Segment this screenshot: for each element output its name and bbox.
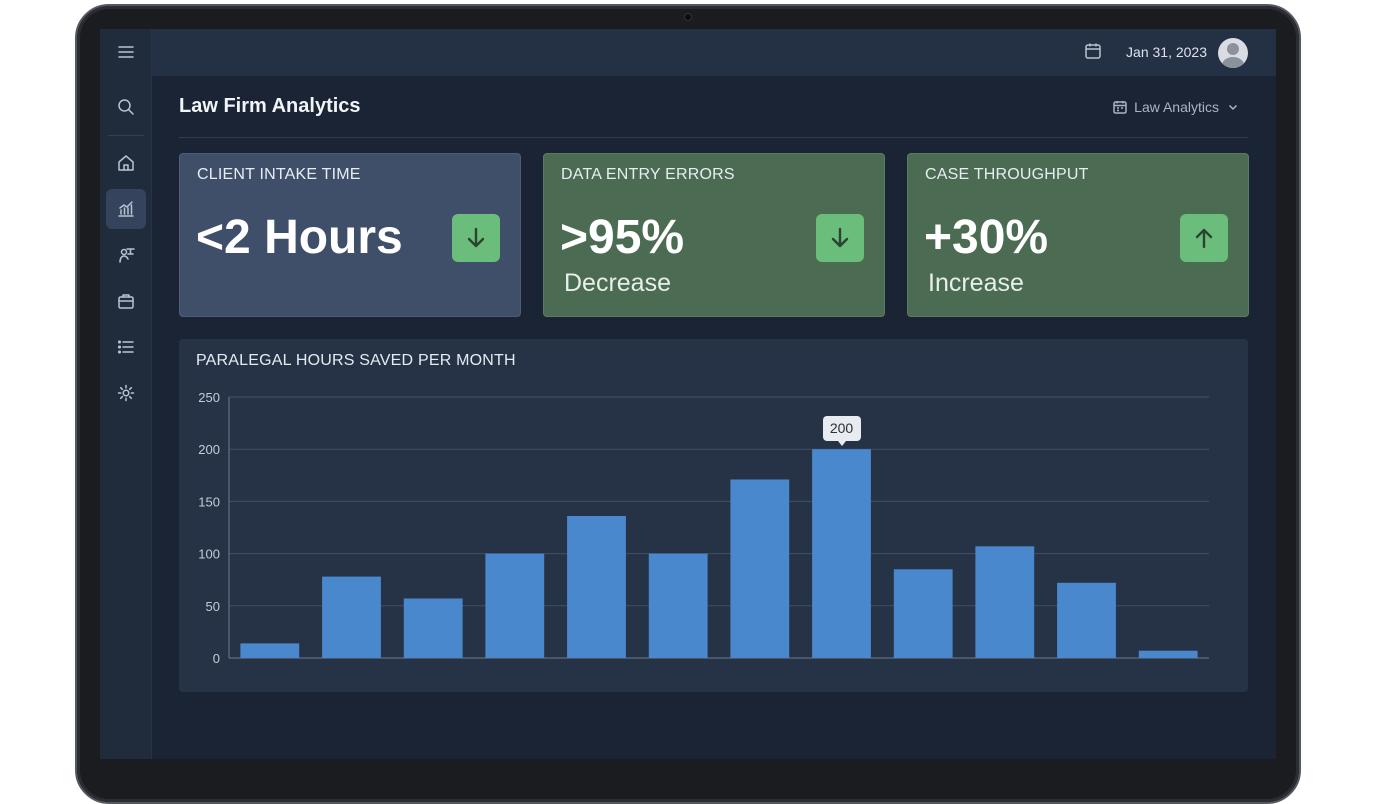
arrow-up-icon (1180, 214, 1228, 262)
list-icon[interactable] (106, 327, 146, 367)
kpi-card-data-entry-errors: DATA ENTRY ERRORS >95% Decrease (543, 153, 885, 317)
arrow-down-icon (452, 214, 500, 262)
bar-chart: 0 50 100 150 200 250 (198, 390, 1209, 666)
kpi-label: CASE THROUGHPUT (925, 166, 1089, 183)
gear-icon[interactable] (106, 373, 146, 413)
search-icon[interactable] (106, 87, 146, 127)
bar[interactable] (648, 553, 708, 658)
chevron-down-icon (1228, 104, 1238, 111)
workspace-label: Law Analytics (1134, 99, 1219, 115)
header-divider (179, 137, 1248, 138)
kpi-value: >95% (560, 211, 685, 264)
menu-icon[interactable] (106, 32, 146, 72)
analytics-icon[interactable] (106, 189, 146, 229)
y-tick-label: 50 (206, 599, 220, 614)
user-scale-icon[interactable] (106, 235, 146, 275)
calendar-icon (1113, 101, 1127, 114)
kpi-label: DATA ENTRY ERRORS (561, 166, 735, 183)
workspace-selector[interactable]: Law Analytics (1113, 96, 1240, 118)
chart-card: PARALEGAL HOURS SAVED PER MONTH 0 50 100 15… (179, 339, 1248, 692)
bar[interactable] (730, 479, 790, 659)
kpi-sub: Increase (928, 269, 1024, 297)
y-tick-label: 250 (198, 390, 220, 405)
sidebar-divider (108, 135, 144, 136)
home-icon[interactable] (106, 143, 146, 183)
arrow-down-icon (816, 214, 864, 262)
kpi-label: CLIENT INTAKE TIME (197, 166, 361, 183)
chart-title: PARALEGAL HOURS SAVED PER MONTH (196, 352, 516, 369)
bar[interactable] (322, 576, 381, 658)
bar[interactable] (975, 546, 1035, 658)
current-date: Jan 31, 2023 (1126, 44, 1207, 60)
bar[interactable] (567, 516, 626, 658)
user-avatar[interactable] (1218, 38, 1248, 68)
bar[interactable] (1057, 582, 1116, 658)
kpi-sub: Decrease (564, 269, 671, 297)
bar[interactable] (1138, 650, 1198, 658)
y-tick-label: 0 (213, 651, 220, 666)
bar[interactable] (240, 643, 300, 658)
kpi-card-client-intake: CLIENT INTAKE TIME <2 Hours (179, 153, 521, 317)
top-bar: Jan 31, 2023 (152, 29, 1276, 76)
kpi-value: +30% (924, 211, 1049, 264)
calendar-icon[interactable] (1084, 42, 1104, 62)
briefcase-icon[interactable] (106, 281, 146, 321)
camera (684, 13, 692, 21)
bar[interactable] (403, 598, 463, 659)
y-tick-label: 100 (198, 547, 220, 562)
bar-tooltip: 200 (822, 416, 861, 447)
sidebar (100, 29, 152, 759)
bar[interactable] (812, 449, 871, 658)
bar[interactable] (893, 569, 953, 658)
y-tick-label: 200 (198, 442, 220, 457)
kpi-card-case-throughput: CASE THROUGHPUT +30% Increase (907, 153, 1249, 317)
bar[interactable] (485, 553, 545, 658)
kpi-value: <2 Hours (196, 211, 403, 264)
y-tick-label: 150 (198, 494, 220, 509)
app-screen: Jan 31, 2023 Law Firm Analytics Law Anal… (100, 29, 1276, 759)
page-title: Law Firm Analytics (179, 95, 361, 117)
